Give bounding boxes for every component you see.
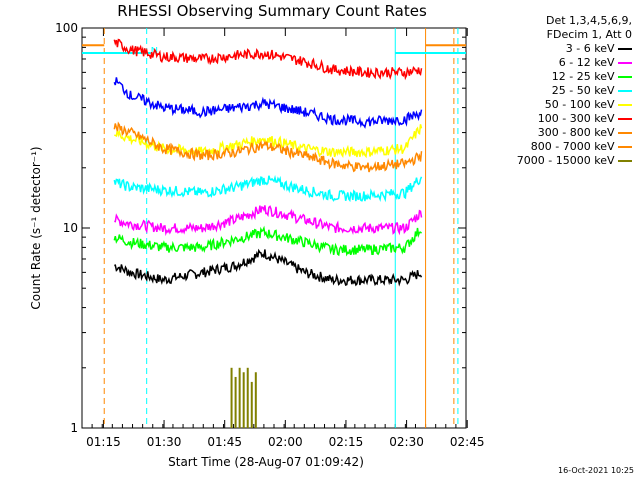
- legend-item: 800 - 7000 keV: [470, 140, 632, 154]
- legend-item: 7000 - 15000 keV: [470, 154, 632, 168]
- legend-item: 50 - 100 keV: [470, 98, 632, 112]
- y-axis-label: Count Rate (s⁻¹ detector⁻¹): [29, 146, 43, 309]
- y-tick-label: 100: [55, 21, 78, 35]
- legend-item-label: 12 - 25 keV: [551, 70, 618, 83]
- legend-item: 300 - 800 keV: [470, 126, 632, 140]
- legend-header-line-1: Det 1,3,4,5,6,9,: [545, 14, 632, 27]
- series-line-300-800-kev: [113, 121, 423, 173]
- legend-item-swatch: [618, 118, 632, 120]
- legend-item: 100 - 300 keV: [470, 112, 632, 126]
- x-axis-label: Start Time (28-Aug-07 01:09:42): [168, 455, 364, 469]
- x-tick-label: 02:30: [389, 435, 424, 449]
- legend-item-swatch: [618, 76, 632, 78]
- x-tick-label: 01:30: [147, 435, 182, 449]
- legend-item-label: 800 - 7000 keV: [530, 140, 618, 153]
- series-line-unlabeled: [113, 77, 423, 129]
- x-tick-label: 01:15: [86, 435, 121, 449]
- legend-item-label: 6 - 12 keV: [558, 56, 618, 69]
- x-tick-label: 02:15: [329, 435, 364, 449]
- y-tick-label: 1: [70, 421, 78, 435]
- legend-header-line-2: FDecim 1, Att 0: [546, 28, 632, 41]
- legend-item: 25 - 50 keV: [470, 84, 632, 98]
- x-tick-label: 02:00: [268, 435, 303, 449]
- series-line-6-12-kev: [114, 205, 423, 237]
- legend-item-swatch: [618, 62, 632, 64]
- series-line-25-50-kev: [113, 174, 423, 203]
- series-group: [113, 38, 423, 428]
- axis-ticks: 1 10 100 01:15 01:30 01:45 02:00 02:15 02:30 02:4…: [55, 21, 484, 449]
- x-tick-label: 02:45: [450, 435, 485, 449]
- series-line-12-25-kev: [113, 225, 423, 257]
- legend-item-swatch: [618, 146, 632, 148]
- x-tick-label: 01:45: [207, 435, 242, 449]
- chart-title: RHESSI Observing Summary Count Rates: [117, 2, 427, 20]
- legend-items: 3 - 6 keV 6 - 12 keV 12 - 25 keV 25 - 50…: [470, 42, 632, 168]
- series-line-3-6-kev: [114, 248, 423, 287]
- legend-item-label: 100 - 300 keV: [537, 112, 618, 125]
- legend-item: 3 - 6 keV: [470, 42, 632, 56]
- legend-item: 12 - 25 keV: [470, 70, 632, 84]
- y-tick-label: 10: [63, 221, 78, 235]
- legend-item-swatch: [618, 48, 632, 50]
- legend-item-label: 7000 - 15000 keV: [516, 154, 618, 167]
- timestamp: 16-Oct-2021 10:25: [558, 466, 634, 475]
- legend-item-label: 300 - 800 keV: [537, 126, 618, 139]
- legend-item-swatch: [618, 104, 632, 106]
- legend-item-label: 3 - 6 keV: [565, 42, 618, 55]
- legend-item: 6 - 12 keV: [470, 56, 632, 70]
- legend-item-swatch: [618, 160, 632, 162]
- legend: Det 1,3,4,5,6,9, FDecim 1, Att 0 3 - 6 k…: [470, 14, 632, 168]
- legend-item-label: 25 - 50 keV: [551, 84, 618, 97]
- series-line-50-100-kev: [114, 124, 423, 159]
- legend-item-label: 50 - 100 keV: [544, 98, 618, 111]
- series-line-100-300-kev: [113, 38, 423, 81]
- legend-item-swatch: [618, 90, 632, 92]
- legend-item-swatch: [618, 132, 632, 134]
